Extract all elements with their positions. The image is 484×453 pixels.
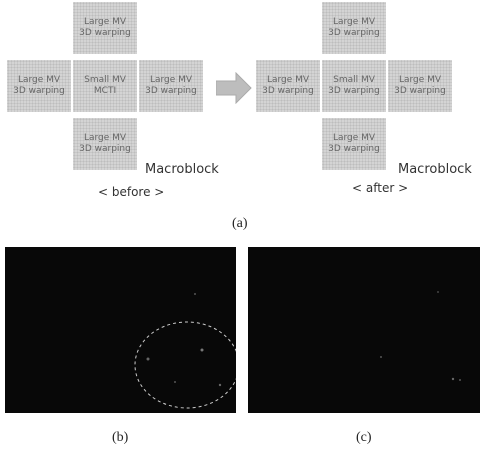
- cell-text: 3D warping: [328, 86, 380, 97]
- cell-text: 3D warping: [328, 28, 380, 39]
- cell-text: 3D warping: [79, 144, 131, 155]
- caption-a: (a): [232, 216, 248, 232]
- cell-text: 3D warping: [328, 144, 380, 155]
- cell-text: MCTI: [94, 86, 116, 97]
- cell-text: Large MV: [84, 133, 126, 144]
- caption-b: (b): [112, 430, 128, 446]
- cell-text: Large MV: [18, 75, 60, 86]
- image-b-content: [5, 247, 236, 413]
- cell-text: Large MV: [267, 75, 309, 86]
- cell-text: Large MV: [333, 17, 375, 28]
- image-b: [5, 247, 236, 413]
- panel-caption: < after >: [352, 181, 408, 195]
- cell-text: Large MV: [84, 17, 126, 28]
- figure: (a) (b) (c) Large MV3D warpingLarge MV3D…: [0, 0, 484, 453]
- cell-text: 3D warping: [13, 86, 65, 97]
- cell-text: Small MV: [84, 75, 126, 86]
- macroblock-label: Macroblock: [398, 162, 472, 177]
- macroblock-label: Macroblock: [145, 162, 219, 177]
- cell-text: 3D warping: [79, 28, 131, 39]
- panel-caption: < before >: [98, 185, 164, 199]
- cell-text: 3D warping: [145, 86, 197, 97]
- cell-text: Large MV: [399, 75, 441, 86]
- caption-c: (c): [356, 430, 372, 446]
- arrow: [216, 72, 252, 104]
- cell-text: Small MV: [333, 75, 375, 86]
- image-c-content: [248, 247, 480, 413]
- image-c: [248, 247, 480, 413]
- cell-text: Large MV: [150, 75, 192, 86]
- cell-text: 3D warping: [394, 86, 446, 97]
- cell-text: 3D warping: [262, 86, 314, 97]
- cell-text: Large MV: [333, 133, 375, 144]
